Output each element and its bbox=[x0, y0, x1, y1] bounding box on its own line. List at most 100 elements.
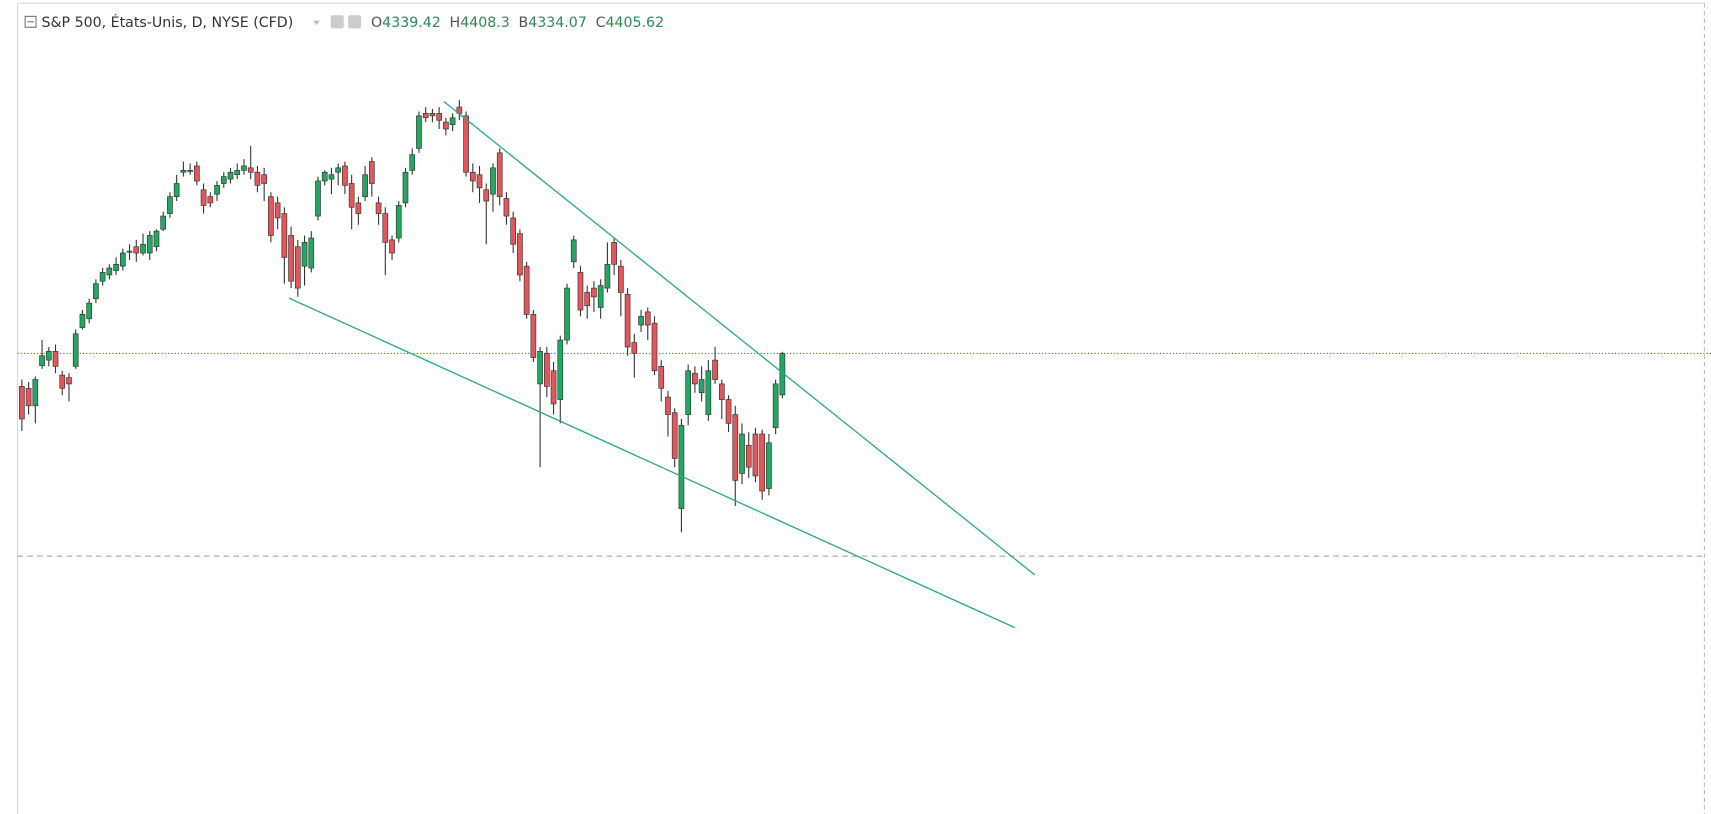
candle-body bbox=[113, 263, 119, 271]
candle-body bbox=[301, 242, 308, 267]
candle-body bbox=[268, 196, 274, 236]
candle-body bbox=[72, 333, 79, 367]
candle-body bbox=[597, 285, 604, 308]
candle-body bbox=[469, 171, 476, 182]
dropdown-arrow[interactable] bbox=[313, 20, 320, 26]
candle-body bbox=[153, 230, 160, 248]
candle-body bbox=[167, 196, 173, 214]
candle-body bbox=[678, 424, 685, 509]
ohlc-label: B bbox=[519, 15, 529, 31]
candle-body bbox=[241, 165, 247, 171]
candle-body bbox=[483, 189, 490, 202]
candle-body bbox=[140, 243, 146, 254]
ohlc-value: 4408.3 bbox=[460, 15, 510, 31]
candle-body bbox=[665, 396, 671, 415]
candle-body bbox=[39, 355, 45, 367]
candle-body bbox=[308, 237, 315, 269]
candle-body bbox=[591, 287, 597, 298]
candle-body bbox=[416, 115, 422, 149]
candle-body bbox=[200, 189, 207, 206]
ohlc-value: 4405.62 bbox=[605, 15, 664, 31]
candle-body bbox=[443, 121, 449, 130]
candle-body bbox=[52, 351, 59, 367]
candle-body bbox=[227, 171, 234, 180]
candle-body bbox=[436, 113, 442, 121]
candle-body bbox=[119, 252, 126, 267]
candle-body bbox=[631, 342, 638, 354]
candle-body bbox=[618, 265, 624, 293]
candle-body bbox=[732, 414, 739, 481]
candle-body bbox=[274, 202, 281, 219]
ohlc-value: 4339.42 bbox=[382, 15, 441, 31]
candle-body bbox=[342, 165, 348, 186]
candle-body bbox=[644, 311, 651, 326]
candle-body bbox=[389, 239, 395, 254]
candle-body bbox=[315, 180, 321, 217]
candle-body bbox=[126, 250, 133, 253]
candle-body bbox=[523, 265, 530, 315]
candle-body bbox=[476, 174, 483, 189]
candle-body bbox=[180, 170, 187, 173]
candle-body bbox=[577, 272, 584, 311]
candle-body bbox=[45, 351, 52, 361]
candle-body bbox=[220, 176, 227, 184]
candle-body bbox=[214, 185, 220, 195]
candle-body bbox=[173, 183, 180, 197]
candle-body bbox=[638, 315, 644, 326]
candle-body bbox=[429, 113, 436, 117]
candle-body bbox=[772, 383, 779, 429]
candle-body bbox=[550, 370, 557, 405]
candle-body bbox=[66, 377, 72, 385]
candle-body bbox=[685, 370, 691, 415]
candle-body bbox=[362, 174, 368, 197]
candle-body bbox=[510, 217, 517, 245]
candle-body bbox=[194, 165, 200, 182]
candle-body bbox=[557, 339, 564, 400]
candle-body bbox=[705, 370, 712, 415]
candle-body bbox=[517, 233, 523, 276]
candle-body bbox=[355, 202, 362, 214]
candle-body bbox=[187, 170, 193, 172]
trend-line bbox=[288, 297, 1015, 629]
candle-body bbox=[712, 359, 718, 380]
ohlc-values: O4339.42 H4408.3 B4334.07 C4405.62 bbox=[371, 15, 664, 31]
candle-body bbox=[146, 235, 153, 254]
candle-body bbox=[261, 174, 267, 184]
candle-body bbox=[745, 444, 752, 468]
candle-body bbox=[32, 379, 39, 407]
candle-body bbox=[19, 386, 25, 420]
candle-body bbox=[543, 352, 550, 387]
candle-body bbox=[234, 170, 241, 176]
candle-body bbox=[570, 239, 577, 263]
eye-icon[interactable] bbox=[330, 15, 344, 29]
candle-body bbox=[766, 442, 772, 489]
candle-body bbox=[739, 433, 745, 474]
candle-body bbox=[59, 374, 66, 389]
candle-body bbox=[294, 246, 301, 289]
candle-body bbox=[698, 379, 705, 394]
candle-body bbox=[692, 372, 698, 385]
candle-body bbox=[395, 205, 402, 239]
candle-body bbox=[79, 314, 86, 328]
symbol-title: S&P 500, États-Unis, D, NYSE (CFD) bbox=[42, 13, 294, 31]
collapse-icon[interactable] bbox=[24, 15, 37, 28]
candle-body bbox=[281, 213, 288, 258]
candle-body bbox=[490, 167, 496, 195]
candle-body bbox=[718, 383, 725, 400]
candle-body bbox=[247, 167, 254, 173]
candle-body bbox=[133, 246, 140, 254]
header: S&P 500, États-Unis, D, NYSE (CFD) bbox=[42, 13, 294, 31]
candle-body bbox=[584, 292, 591, 306]
candle-body bbox=[402, 171, 409, 204]
candle-body bbox=[564, 287, 570, 341]
candle-body bbox=[671, 412, 678, 459]
candle-body bbox=[254, 171, 261, 186]
candle-body bbox=[496, 152, 503, 197]
candle-body bbox=[651, 322, 658, 372]
trend-line bbox=[443, 100, 1036, 576]
candle-body bbox=[207, 196, 214, 204]
candle-body bbox=[530, 314, 537, 358]
settings-icon[interactable] bbox=[348, 15, 362, 29]
